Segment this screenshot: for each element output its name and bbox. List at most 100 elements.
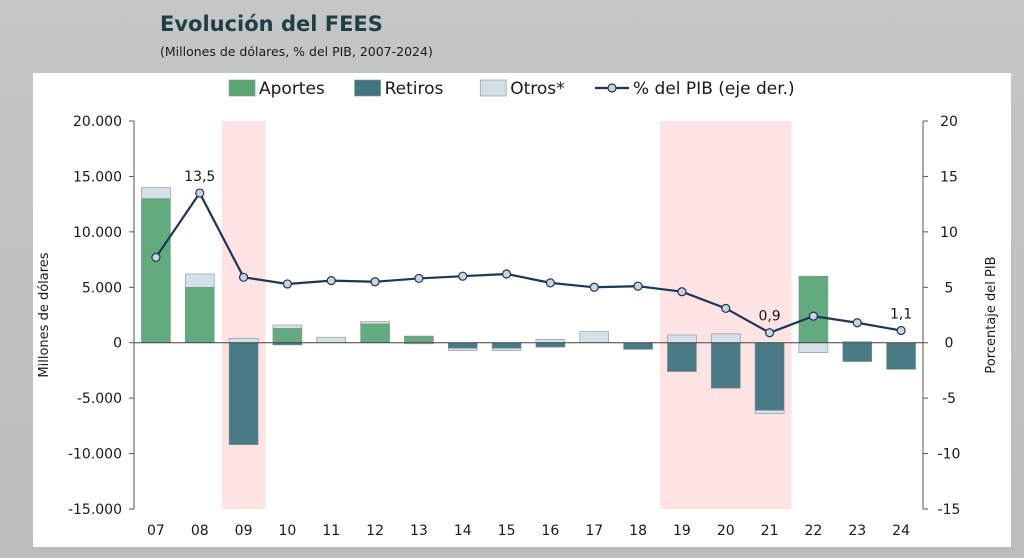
bar-otros-22 xyxy=(798,342,829,353)
pib-point-23 xyxy=(852,318,862,328)
x-tick-label: 20 xyxy=(717,523,735,539)
x-tick-label: 09 xyxy=(235,523,253,539)
legend-label: Retiros xyxy=(385,79,444,99)
x-tick-label: 19 xyxy=(673,523,691,539)
pib-point-18 xyxy=(633,281,643,291)
bar-aportes-13 xyxy=(404,335,434,344)
left-tick-label: 0 xyxy=(113,336,122,352)
pib-point-11 xyxy=(326,276,336,286)
bar-retiros-21 xyxy=(754,342,785,411)
legend-swatch-aportes xyxy=(228,79,256,97)
bar-otros-11 xyxy=(316,336,347,344)
bar-otros-09 xyxy=(228,337,259,344)
pib-data-label: 1,1 xyxy=(890,307,912,323)
chart-title: Evolución del FEES xyxy=(160,12,383,36)
pib-point-15 xyxy=(501,269,512,279)
right-tick-label: 20 xyxy=(940,114,958,130)
legend-label: Otros* xyxy=(510,79,564,99)
bar-otros-21 xyxy=(754,410,785,414)
bar-aportes-07 xyxy=(141,198,171,344)
left-tick-label: 5.000 xyxy=(82,280,122,296)
pib-point-08 xyxy=(195,188,205,198)
bar-retiros-23 xyxy=(842,342,873,362)
shaded-period-0 xyxy=(221,121,266,509)
bar-aportes-22 xyxy=(798,275,829,344)
legend-swatch-retiros xyxy=(354,79,381,97)
legend-line-marker xyxy=(607,83,617,93)
left-tick-label: -5.000 xyxy=(77,391,122,407)
left-tick-label: 10.000 xyxy=(73,225,122,241)
bar-otros-15 xyxy=(491,347,522,351)
x-tick-label: 10 xyxy=(279,523,297,539)
pib-data-label: 0,9 xyxy=(758,309,780,325)
x-tick-label: 13 xyxy=(410,523,428,539)
right-tick-label: -15 xyxy=(938,502,961,518)
x-tick-label: 15 xyxy=(498,523,516,539)
bar-retiros-24 xyxy=(886,342,916,370)
bar-otros-19 xyxy=(667,334,697,344)
pib-point-24 xyxy=(896,325,906,336)
legend-label: Aportes xyxy=(259,79,325,99)
right-tick-label: 0 xyxy=(945,336,954,352)
right-tick-label: -10 xyxy=(938,447,961,463)
x-tick-label: 14 xyxy=(454,523,472,539)
bar-retiros-18 xyxy=(623,342,653,350)
x-tick-label: 07 xyxy=(147,523,165,539)
pib-point-17 xyxy=(589,282,599,292)
bar-otros-12 xyxy=(360,321,390,325)
pib-point-12 xyxy=(370,277,380,287)
left-axis-title: Millones de dólares xyxy=(37,252,52,377)
bar-otros-17 xyxy=(579,331,610,344)
pib-point-10 xyxy=(282,279,293,289)
pib-point-07 xyxy=(151,252,161,262)
bar-retiros-14 xyxy=(447,342,478,349)
pib-point-09 xyxy=(238,272,249,282)
shaded-period-1 xyxy=(660,121,792,509)
bar-aportes-12 xyxy=(360,323,390,344)
x-tick-label: 22 xyxy=(805,523,823,539)
left-tick-label: -15.000 xyxy=(68,502,122,518)
bar-otros-08 xyxy=(184,273,215,288)
right-axis-title: Porcentaje del PIB xyxy=(984,256,999,373)
pib-point-20 xyxy=(721,303,731,313)
x-tick-label: 11 xyxy=(322,523,340,539)
x-tick-label: 08 xyxy=(191,523,209,539)
bar-otros-14 xyxy=(447,347,478,351)
pib-point-14 xyxy=(458,271,468,281)
pib-point-13 xyxy=(414,273,424,284)
right-tick-label: 15 xyxy=(940,169,958,185)
bar-retiros-15 xyxy=(491,342,522,349)
left-tick-label: 15.000 xyxy=(73,169,122,185)
right-tick-label: 10 xyxy=(940,225,958,241)
chart-panel: -15.000 -10.000 -5.000 0 5.000 10.000 15.000 20… xyxy=(33,73,1011,547)
pib-line xyxy=(155,190,902,334)
x-tick-label: 21 xyxy=(761,523,779,539)
right-tick-label: -5 xyxy=(942,391,956,407)
bar-retiros-19 xyxy=(667,342,697,372)
pib-data-label: 13,5 xyxy=(184,169,215,185)
right-tick-label: 5 xyxy=(945,280,954,296)
bar-retiros-09 xyxy=(228,342,259,446)
legend-label: % del PIB (eje der.) xyxy=(633,79,795,99)
x-tick-label: 24 xyxy=(892,523,910,539)
pib-point-16 xyxy=(545,278,556,288)
pib-point-21 xyxy=(764,328,775,338)
bar-aportes-10 xyxy=(272,328,303,344)
bar-otros-10 xyxy=(272,324,303,329)
left-tick-label: -10.000 xyxy=(68,447,122,463)
x-tick-label: 23 xyxy=(848,523,866,539)
legend-swatch-otros xyxy=(479,79,507,97)
x-tick-label: 17 xyxy=(585,523,603,539)
bar-retiros-16 xyxy=(535,342,566,348)
pib-point-19 xyxy=(677,287,687,297)
x-tick-label: 18 xyxy=(629,523,647,539)
x-tick-label: 12 xyxy=(366,523,384,539)
fees-chart: -15.000 -10.000 -5.000 0 5.000 10.000 15.000 20… xyxy=(37,79,999,539)
bar-otros-20 xyxy=(710,333,741,344)
x-tick-label: 16 xyxy=(542,523,560,539)
pib-point-22 xyxy=(808,311,819,321)
chart-subtitle: (Millones de dólares, % del PIB, 2007-20… xyxy=(160,44,433,59)
bar-otros-07 xyxy=(141,187,171,199)
bar-retiros-20 xyxy=(710,342,741,389)
bar-aportes-08 xyxy=(184,286,215,344)
